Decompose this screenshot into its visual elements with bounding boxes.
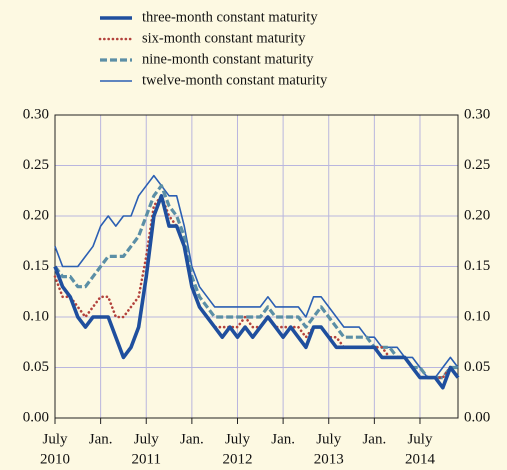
- legend-label: three-month constant maturity: [142, 9, 318, 25]
- y-tick-label: 0.25: [23, 157, 49, 173]
- x-tick-year: 2014: [405, 451, 436, 467]
- y2-tick-label: 0.25: [464, 157, 490, 173]
- y2-tick-label: 0.00: [464, 409, 490, 425]
- y2-tick-label: 0.10: [464, 308, 490, 324]
- x-tick-label: July: [42, 431, 68, 447]
- x-tick-label: Jan.: [89, 431, 113, 447]
- y-tick-label: 0.15: [23, 258, 49, 274]
- x-tick-year: 2010: [40, 451, 70, 467]
- x-tick-label: Jan.: [180, 431, 204, 447]
- legend-label: nine-month constant maturity: [142, 51, 314, 67]
- x-tick-label: July: [316, 431, 342, 447]
- y-tick-label: 0.05: [23, 359, 49, 375]
- x-tick-label: July: [134, 431, 160, 447]
- y2-tick-label: 0.30: [464, 106, 490, 122]
- series-line: [54, 174, 459, 379]
- y-tick-label: 0.20: [23, 207, 49, 223]
- x-tick-label: July: [407, 431, 433, 447]
- y2-tick-label: 0.20: [464, 207, 490, 223]
- x-tick-year: 2013: [314, 451, 344, 467]
- x-tick-label: Jan.: [271, 431, 295, 447]
- y2-tick-label: 0.15: [464, 258, 490, 274]
- series-line: [53, 194, 460, 390]
- x-tick-year: 2011: [132, 451, 161, 467]
- y-tick-label: 0.10: [23, 308, 49, 324]
- x-tick-label: Jan.: [362, 431, 386, 447]
- legend: three-month constant maturity six-month c…: [98, 9, 328, 88]
- y2-tick-label: 0.05: [464, 359, 490, 375]
- x-tick-label: July: [225, 431, 251, 447]
- x-tick-year: 2012: [222, 451, 252, 467]
- legend-label: six-month constant maturity: [142, 30, 306, 46]
- y-tick-label: 0.30: [23, 106, 49, 122]
- y-tick-label: 0.00: [23, 409, 49, 425]
- legend-label: twelve-month constant maturity: [142, 72, 328, 88]
- series-line: [53, 184, 458, 380]
